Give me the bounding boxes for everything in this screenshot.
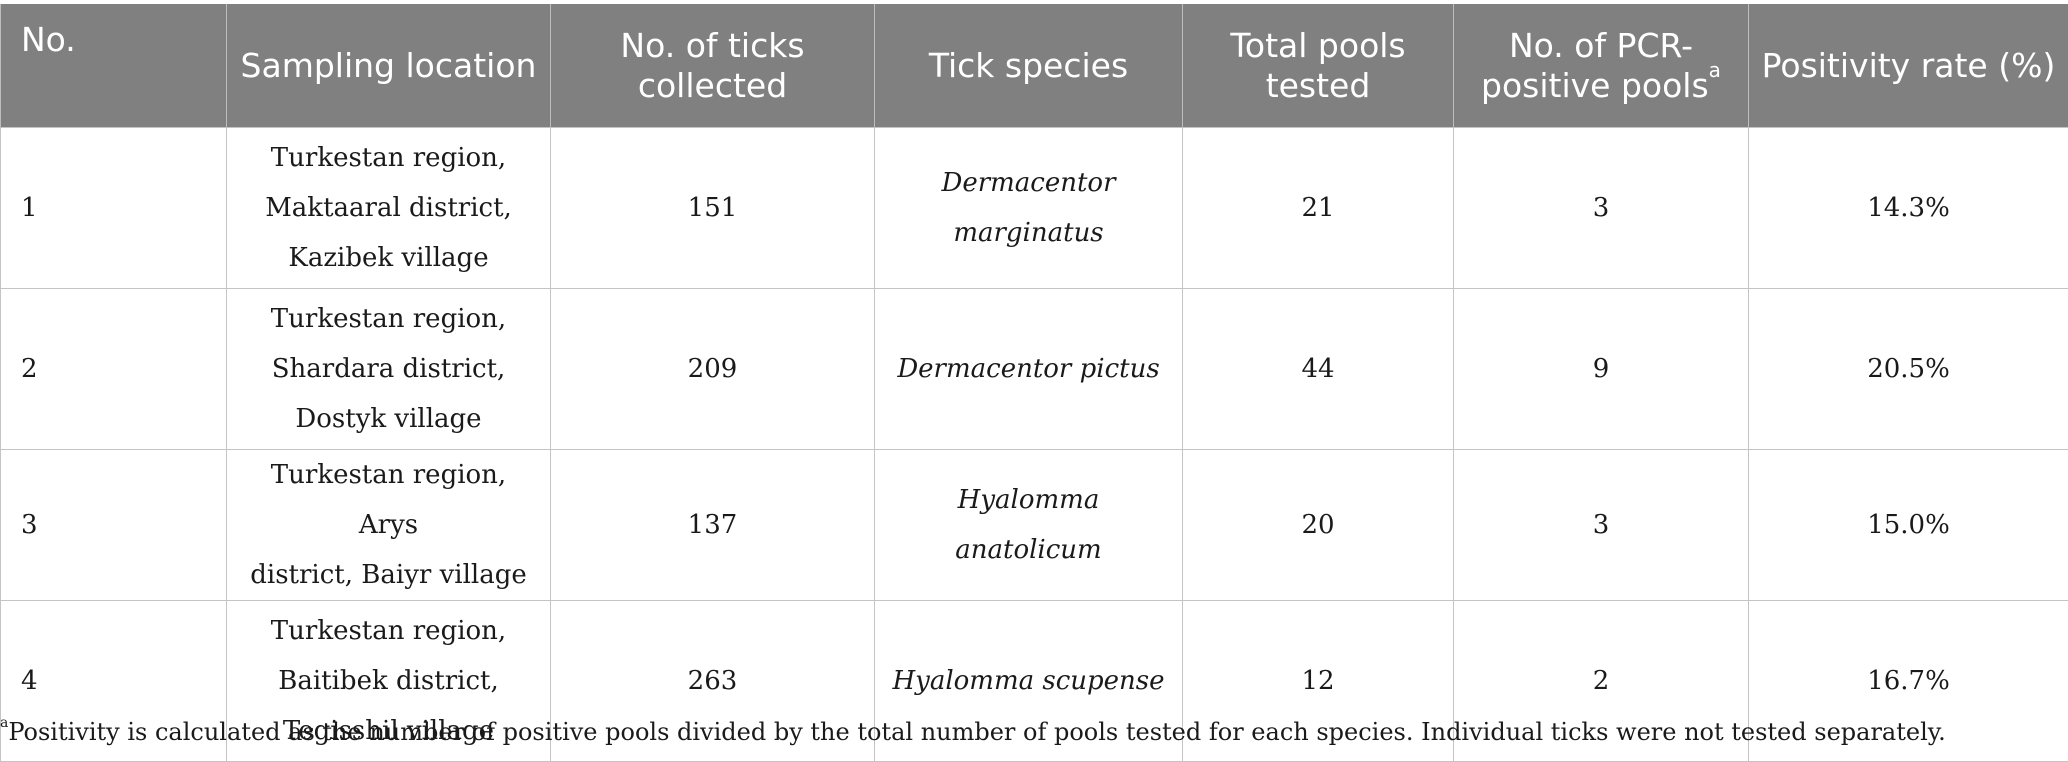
cell-location: Turkestan region, Maktaaral district, Ka…: [226, 127, 551, 289]
cell-species: Dermacentor marginatus: [874, 127, 1183, 289]
table-row: 1 Turkestan region, Maktaaral district, …: [0, 127, 2068, 289]
cell-no: 3: [0, 449, 227, 601]
cell-no: 4: [0, 600, 227, 762]
cell-location: Turkestan region, Shardara district, Dos…: [226, 288, 551, 450]
cell-rate: 16.7%: [1748, 600, 2068, 762]
header-no: No.: [0, 0, 227, 128]
cell-pools: 21: [1182, 127, 1454, 289]
cell-no: 2: [0, 288, 227, 450]
cell-ticks: 151: [550, 127, 875, 289]
table-header: No. Sampling location No. of ticks colle…: [0, 0, 2068, 128]
header-tick-species: Tick species: [874, 0, 1183, 128]
cell-location: Turkestan region, Baitibek district, Teg…: [226, 600, 551, 762]
cell-ticks: 137: [550, 449, 875, 601]
header-row: No. Sampling location No. of ticks colle…: [0, 0, 2068, 128]
table-body: 1 Turkestan region, Maktaaral district, …: [0, 127, 2068, 762]
table-footnote: aPositivity is calculated as the number …: [0, 715, 1946, 746]
cell-positive: 9: [1453, 288, 1749, 450]
footnote-marker: a: [0, 715, 9, 731]
header-positivity-rate: Positivity rate (%): [1748, 0, 2068, 128]
footnote-marker: a: [1708, 57, 1721, 82]
cell-species: Dermacentor pictus: [874, 288, 1183, 450]
cell-rate: 14.3%: [1748, 127, 2068, 289]
cell-rate: 15.0%: [1748, 449, 2068, 601]
cell-no: 1: [0, 127, 227, 289]
cell-positive: 3: [1453, 127, 1749, 289]
cell-ticks: 263: [550, 600, 875, 762]
header-sampling-location: Sampling location: [226, 0, 551, 128]
cell-rate: 20.5%: [1748, 288, 2068, 450]
header-pcr-positive-pools: No. of PCR-positive poolsa: [1453, 0, 1749, 128]
cell-pools: 20: [1182, 449, 1454, 601]
cell-species: Hyalomma scupense: [874, 600, 1183, 762]
cell-location: Turkestan region, Arys district, Baiyr v…: [226, 449, 551, 601]
table-row: 4 Turkestan region, Baitibek district, T…: [0, 600, 2068, 762]
cell-pools: 12: [1182, 600, 1454, 762]
footnote-text: Positivity is calculated as the number o…: [8, 718, 1946, 746]
cell-positive: 3: [1453, 449, 1749, 601]
table-row: 3 Turkestan region, Arys district, Baiyr…: [0, 449, 2068, 601]
header-total-pools: Total pools tested: [1182, 0, 1454, 128]
cell-species: Hyalomma anatolicum: [874, 449, 1183, 601]
cell-positive: 2: [1453, 600, 1749, 762]
cell-pools: 44: [1182, 288, 1454, 450]
header-ticks-collected: No. of ticks collected: [550, 0, 875, 128]
cell-ticks: 209: [550, 288, 875, 450]
table-row: 2 Turkestan region, Shardara district, D…: [0, 288, 2068, 450]
